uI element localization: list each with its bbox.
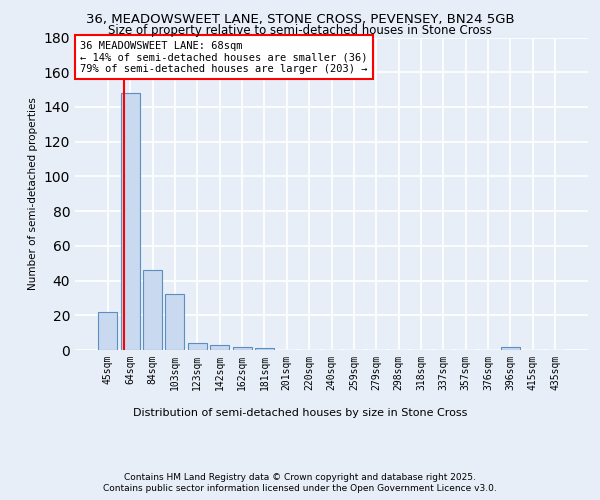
Text: 36 MEADOWSWEET LANE: 68sqm
← 14% of semi-detached houses are smaller (36)
79% of: 36 MEADOWSWEET LANE: 68sqm ← 14% of semi… — [80, 40, 368, 74]
Text: Contains HM Land Registry data © Crown copyright and database right 2025.: Contains HM Land Registry data © Crown c… — [124, 472, 476, 482]
Bar — [501, 346, 520, 350]
Text: Contains public sector information licensed under the Open Government Licence v3: Contains public sector information licen… — [103, 484, 497, 493]
Bar — [188, 343, 207, 350]
Text: 36, MEADOWSWEET LANE, STONE CROSS, PEVENSEY, BN24 5GB: 36, MEADOWSWEET LANE, STONE CROSS, PEVEN… — [86, 12, 514, 26]
Bar — [255, 348, 274, 350]
Y-axis label: Number of semi-detached properties: Number of semi-detached properties — [28, 98, 38, 290]
Bar — [121, 93, 140, 350]
Bar — [143, 270, 162, 350]
Text: Size of property relative to semi-detached houses in Stone Cross: Size of property relative to semi-detach… — [108, 24, 492, 37]
Bar — [166, 294, 184, 350]
Text: Distribution of semi-detached houses by size in Stone Cross: Distribution of semi-detached houses by … — [133, 408, 467, 418]
Bar — [98, 312, 118, 350]
Bar — [210, 345, 229, 350]
Bar — [233, 346, 251, 350]
